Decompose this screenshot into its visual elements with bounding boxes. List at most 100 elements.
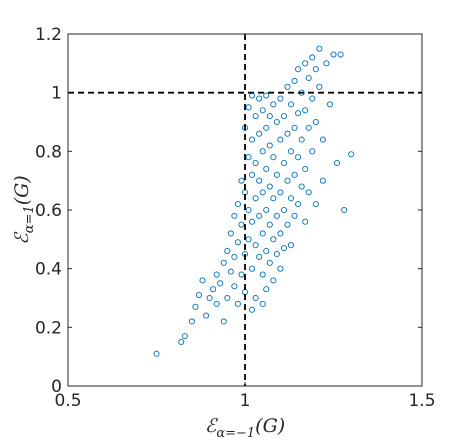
point [312, 201, 319, 208]
point [263, 92, 270, 99]
point [323, 60, 330, 67]
point [192, 303, 199, 310]
point [302, 218, 309, 225]
point [245, 154, 252, 161]
axis-label: ℰα=1(G) [11, 175, 37, 244]
point [291, 171, 298, 178]
y-tick-label: 0.6 [35, 201, 62, 221]
y-tick-label: 0.4 [35, 260, 62, 280]
label-subscript: α=1 [22, 205, 37, 233]
point [312, 66, 319, 73]
point [227, 268, 234, 275]
point [284, 130, 291, 137]
point [256, 212, 263, 219]
point [249, 171, 256, 178]
point [316, 83, 323, 90]
point [273, 212, 280, 219]
point [270, 101, 277, 108]
point [302, 60, 309, 67]
point [210, 286, 217, 293]
axes-box [67, 33, 423, 387]
point [224, 248, 231, 255]
point [305, 189, 312, 196]
point [249, 265, 256, 272]
point [348, 151, 355, 158]
x-tick-label: 1.5 [408, 391, 435, 411]
point [287, 242, 295, 249]
point [259, 189, 266, 196]
point [284, 177, 291, 184]
point [256, 253, 263, 260]
point [280, 245, 287, 252]
point [277, 189, 284, 196]
point [256, 177, 263, 184]
point [188, 318, 195, 325]
point [337, 51, 344, 58]
point [280, 160, 287, 167]
point [249, 306, 256, 313]
point [273, 171, 280, 178]
point [309, 95, 316, 102]
point [277, 136, 284, 143]
point [259, 300, 266, 307]
point [231, 253, 238, 260]
label-symbol: ℰ [205, 415, 219, 437]
point [227, 230, 234, 237]
point [263, 165, 270, 172]
point [266, 142, 273, 149]
point [295, 110, 302, 117]
point [284, 221, 291, 228]
y-tick-label: 0.8 [35, 142, 62, 162]
point [266, 221, 273, 228]
point [273, 118, 280, 126]
point [302, 165, 309, 172]
point [245, 104, 252, 111]
point [298, 183, 305, 190]
point [305, 74, 312, 82]
point [217, 280, 224, 287]
point [263, 286, 270, 293]
point [213, 271, 220, 278]
point [333, 160, 341, 167]
point [295, 201, 302, 208]
point [295, 66, 302, 73]
point [312, 118, 319, 126]
point [234, 300, 241, 307]
point [195, 292, 203, 299]
point [224, 294, 231, 302]
point [249, 136, 256, 143]
point [245, 236, 252, 243]
point [280, 206, 287, 214]
point [259, 107, 266, 114]
point [291, 124, 298, 131]
point [280, 113, 287, 120]
point [252, 242, 259, 249]
point [263, 206, 270, 214]
point [270, 236, 277, 243]
point [234, 239, 241, 246]
point [277, 95, 284, 102]
point [234, 201, 241, 208]
point [266, 113, 273, 120]
point [295, 154, 302, 161]
point [238, 177, 245, 184]
point [178, 338, 185, 346]
point [220, 318, 227, 325]
point [203, 312, 210, 319]
point [153, 350, 160, 357]
point [287, 148, 295, 155]
point [270, 195, 277, 202]
point [270, 154, 277, 161]
point [220, 259, 227, 266]
point [302, 107, 309, 114]
point [213, 300, 220, 307]
point [252, 294, 259, 302]
label-argument: (G) [11, 175, 33, 205]
axis-label: ℰα=−1(G) [205, 415, 285, 441]
x-tick-label: 1 [240, 391, 251, 411]
point [206, 294, 213, 302]
label-symbol: ℰ [11, 231, 33, 245]
point [238, 271, 245, 278]
point [309, 54, 316, 61]
